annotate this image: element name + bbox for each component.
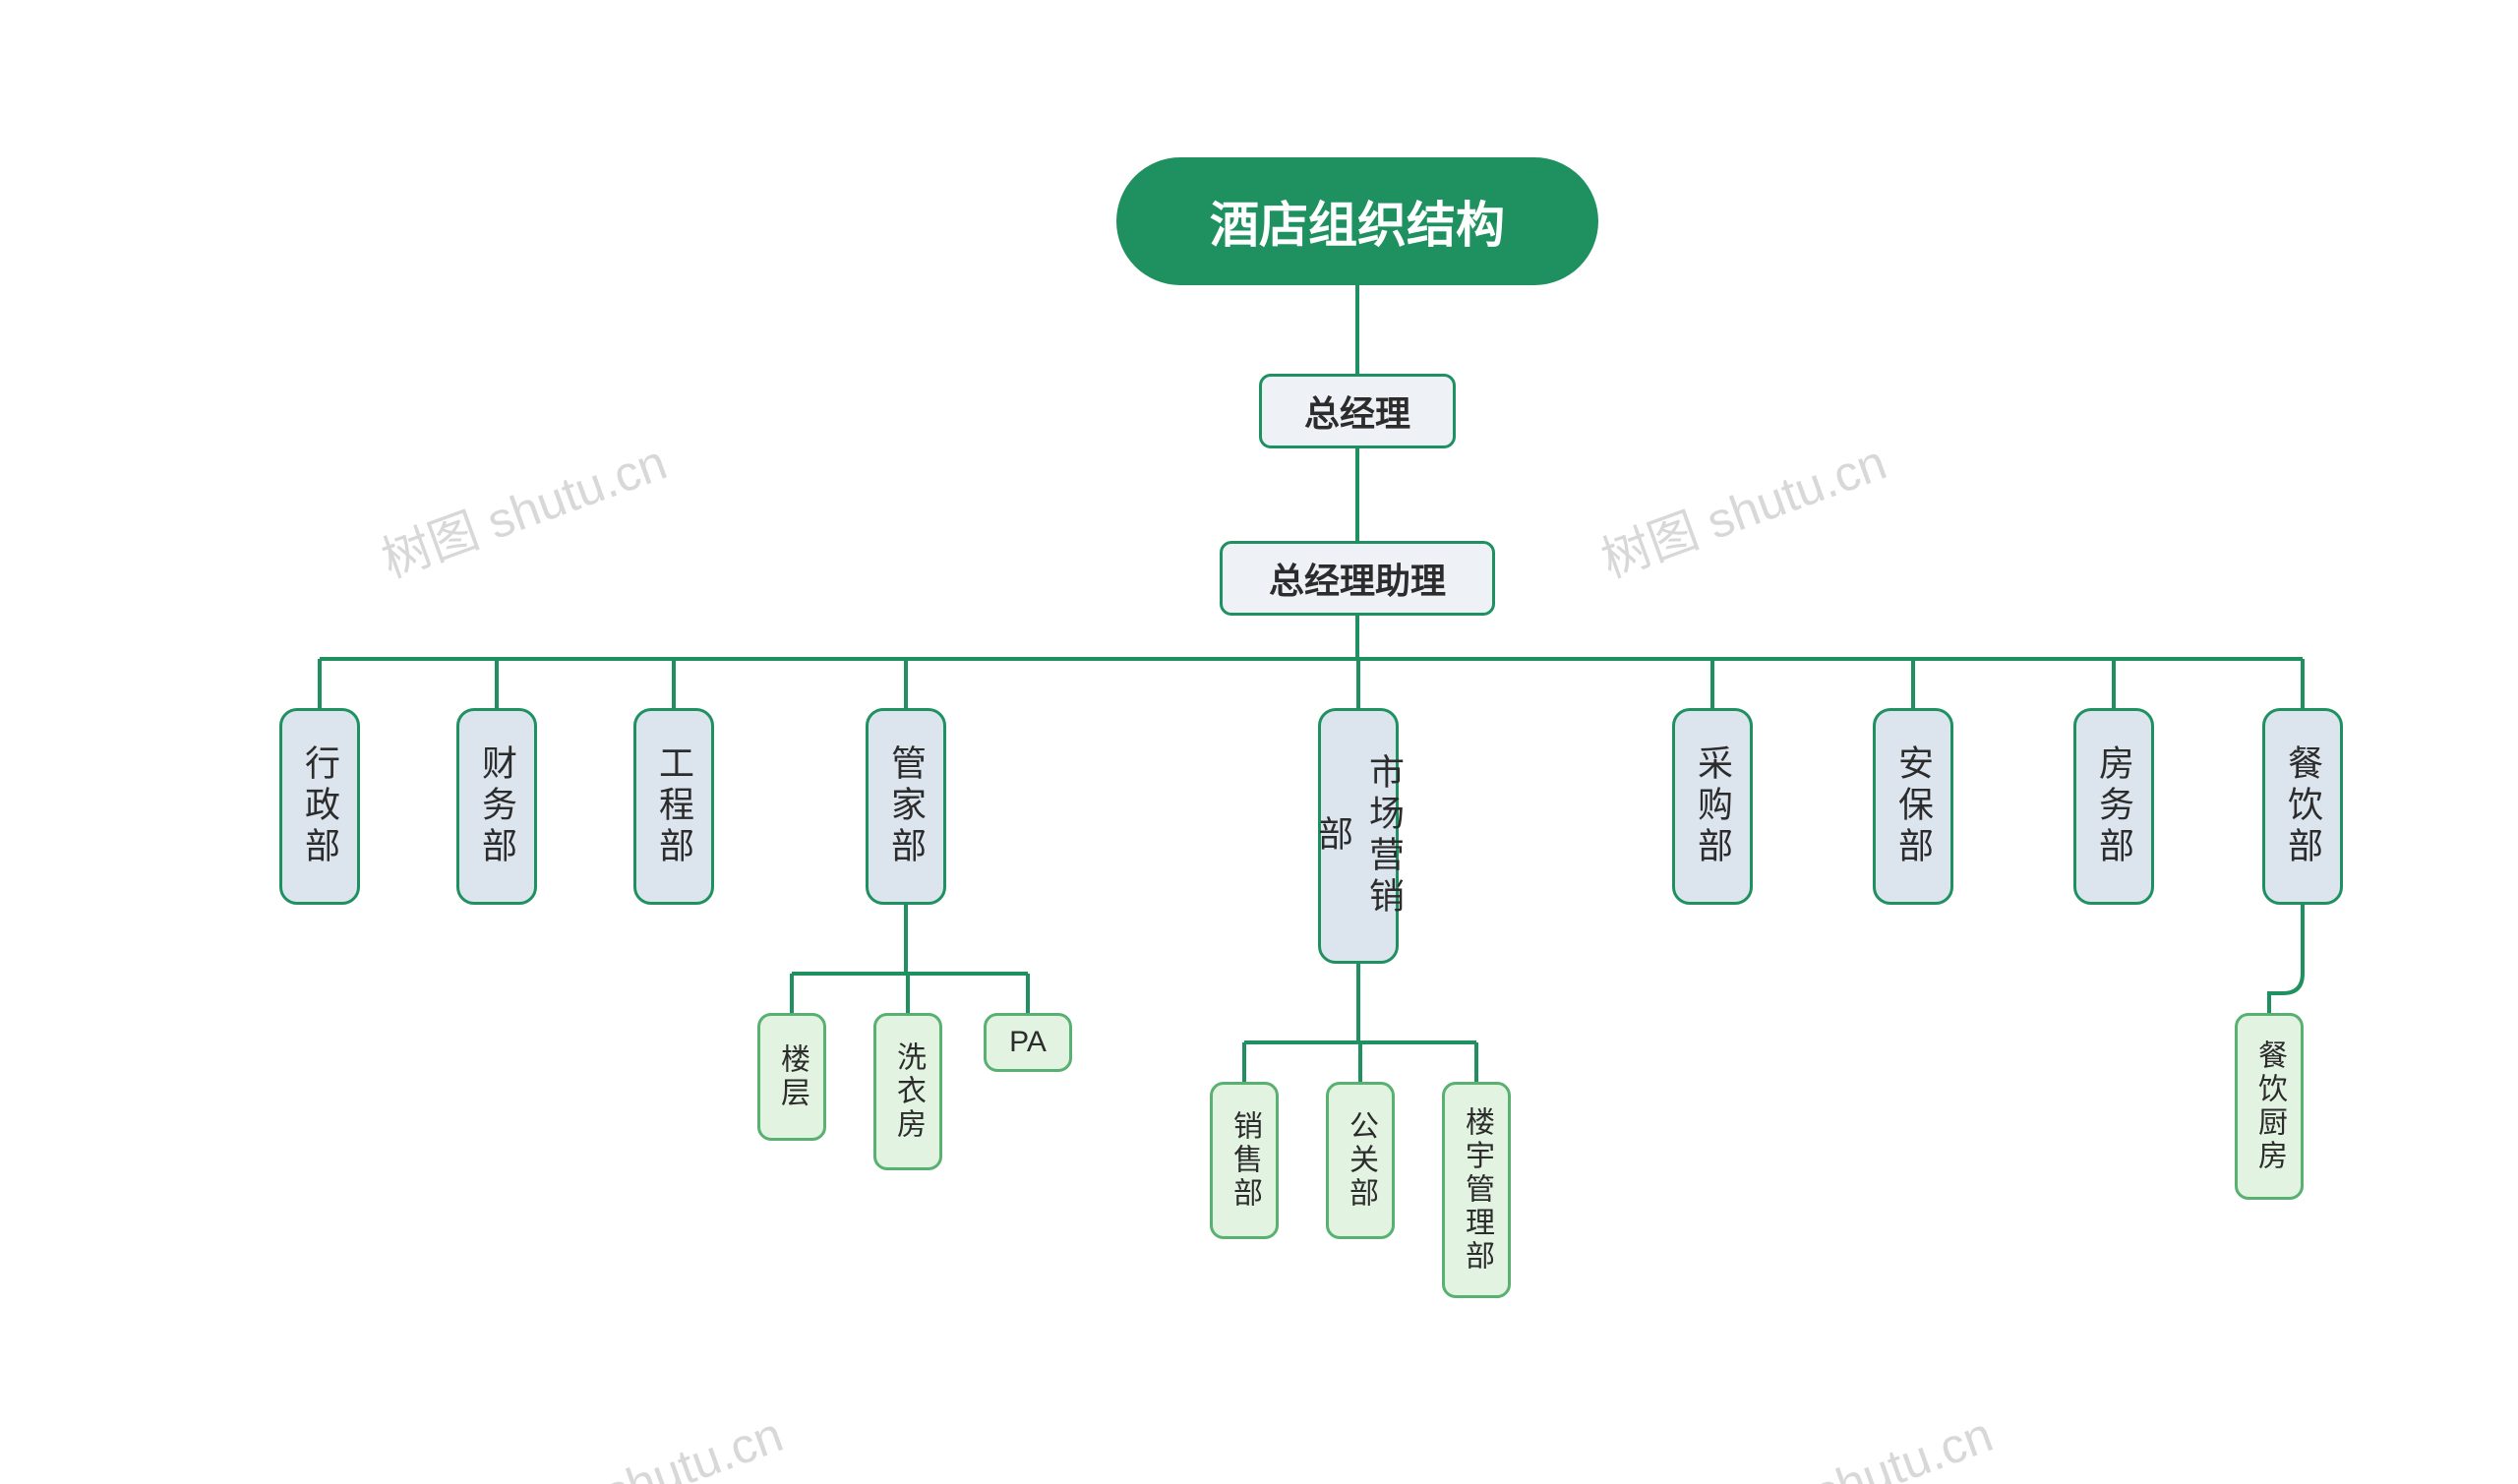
general-manager-node: 总经理 — [1259, 374, 1456, 448]
dept-engineering: 工程部 — [633, 708, 714, 905]
dept-marketing: 市场营销部 — [1318, 708, 1399, 964]
dept-housekeeping: 管家部 — [866, 708, 946, 905]
leaf-pr: 公关部 — [1326, 1082, 1395, 1239]
root-node: 酒店组织结构 — [1116, 157, 1598, 285]
leaf-kitchen: 餐饮厨房 — [2235, 1013, 2304, 1200]
watermark: shutu.cn — [1806, 1405, 2000, 1484]
gm-assistant-node: 总经理助理 — [1220, 541, 1495, 616]
leaf-sales: 销售部 — [1210, 1082, 1279, 1239]
watermark: 树图 shutu.cn — [371, 423, 675, 591]
dept-admin: 行政部 — [279, 708, 360, 905]
leaf-laundry: 洗衣房 — [873, 1013, 942, 1170]
dept-fnb: 餐饮部 — [2262, 708, 2343, 905]
watermark: shutu.cn — [596, 1405, 790, 1484]
leaf-floor: 楼层 — [757, 1013, 826, 1141]
dept-procurement: 采购部 — [1672, 708, 1753, 905]
leaf-building: 楼宇管理部 — [1442, 1082, 1511, 1298]
dept-rooms: 房务部 — [2073, 708, 2154, 905]
leaf-pa: PA — [984, 1013, 1072, 1072]
watermark: 树图 shutu.cn — [1590, 423, 1894, 591]
dept-security: 安保部 — [1873, 708, 1953, 905]
dept-finance: 财务部 — [456, 708, 537, 905]
